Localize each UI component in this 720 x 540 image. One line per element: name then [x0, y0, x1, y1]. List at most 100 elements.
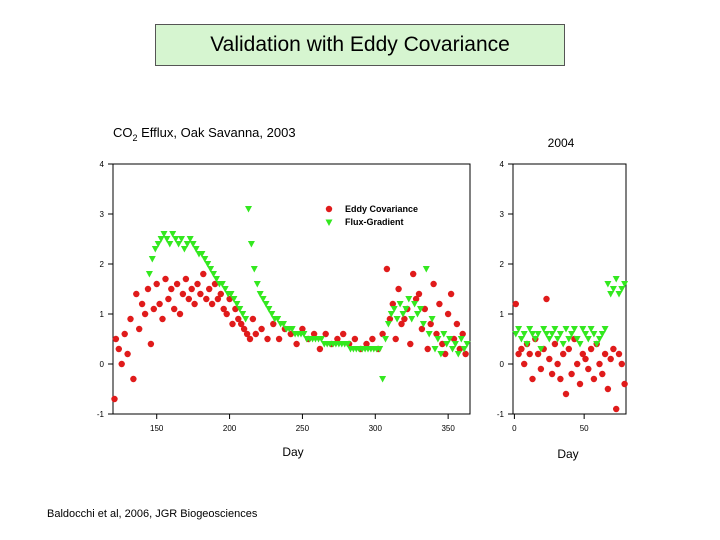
data-point-eddy — [173, 280, 181, 288]
data-point-eddy — [453, 320, 461, 328]
data-point-eddy — [340, 330, 347, 338]
data-point-flux — [579, 326, 587, 333]
data-point-flux — [154, 241, 162, 248]
data-point-flux — [268, 311, 276, 318]
plot-frame-2003 — [112, 163, 471, 415]
data-point-eddy — [613, 405, 620, 413]
data-point-eddy — [229, 320, 236, 328]
data-point-eddy — [162, 275, 169, 283]
data-point-eddy — [246, 335, 254, 343]
x-axis-label-2004: Day — [557, 447, 578, 461]
data-point-eddy — [582, 355, 589, 363]
data-point-eddy — [621, 380, 628, 388]
data-point-flux — [601, 326, 609, 333]
data-point-flux — [609, 286, 617, 293]
data-point-flux — [288, 326, 296, 333]
data-point-flux — [545, 336, 553, 343]
data-point-eddy — [115, 345, 123, 353]
y-tick-label: 0 — [500, 360, 505, 369]
data-point-flux — [431, 346, 439, 353]
data-point-eddy — [203, 295, 210, 303]
data-point-flux — [417, 306, 424, 313]
data-point-eddy — [607, 355, 614, 363]
data-point-eddy — [159, 315, 166, 323]
data-point-flux — [280, 321, 287, 328]
data-point-eddy — [392, 335, 399, 343]
chart-panel-2004: -1 0 1 2 3 4 0 50 — [497, 160, 629, 433]
data-point-flux — [604, 281, 612, 288]
data-point-eddy — [548, 370, 556, 378]
data-point-flux — [582, 331, 589, 338]
data-point-eddy — [576, 380, 584, 388]
data-point-eddy — [568, 370, 575, 378]
data-point-eddy — [565, 345, 572, 353]
data-point-flux — [396, 301, 404, 308]
y-tick-label: 2 — [100, 260, 105, 269]
data-point-flux — [520, 331, 528, 338]
data-point-flux — [568, 331, 576, 338]
data-point-eddy — [197, 290, 204, 298]
data-point-flux — [236, 306, 244, 313]
data-point-eddy — [124, 350, 131, 358]
plot-frame-2004 — [512, 163, 627, 415]
data-point-flux — [317, 336, 325, 343]
data-point-eddy — [427, 320, 434, 328]
data-point-flux — [207, 266, 215, 273]
chart-panel-2003: -1 0 1 2 3 4 150 200 250 300 350 — [97, 160, 471, 433]
data-point-eddy — [618, 360, 625, 368]
data-point-eddy — [194, 280, 201, 288]
y-tick-label: 4 — [500, 160, 505, 169]
data-point-eddy — [537, 365, 545, 373]
data-point-flux — [198, 251, 206, 258]
chart-title-2004: 2004 — [548, 136, 575, 150]
x-axis-label-2003: Day — [282, 445, 303, 459]
data-point-flux — [529, 331, 536, 338]
data-point-eddy — [156, 300, 163, 308]
data-point-flux — [253, 281, 261, 288]
data-point-flux — [402, 306, 410, 313]
data-point-eddy — [551, 340, 559, 348]
data-point-eddy — [560, 350, 567, 358]
data-point-eddy — [579, 350, 586, 358]
data-point-flux — [245, 206, 252, 213]
data-point-flux — [376, 346, 384, 353]
data-point-eddy — [179, 290, 187, 298]
data-point-eddy — [118, 360, 125, 368]
data-point-flux — [543, 331, 550, 338]
y-tick-label: 3 — [100, 210, 105, 219]
data-point-flux — [428, 316, 436, 323]
data-point-eddy — [232, 305, 239, 313]
data-point-flux — [213, 276, 220, 283]
data-point-flux — [434, 336, 442, 343]
data-point-eddy — [546, 355, 553, 363]
data-point-eddy — [316, 345, 324, 353]
data-point-flux — [201, 256, 209, 263]
data-point-flux — [422, 266, 430, 273]
y-tick-label: 1 — [100, 310, 105, 319]
data-point-flux — [175, 241, 183, 248]
data-point-flux — [559, 341, 567, 348]
data-point-eddy — [240, 325, 248, 333]
data-point-eddy — [444, 310, 452, 318]
data-point-flux — [437, 351, 445, 358]
data-point-eddy — [412, 295, 420, 303]
data-point-eddy — [462, 350, 469, 358]
x-tick-label: 150 — [150, 424, 164, 433]
data-point-flux — [457, 336, 465, 343]
citation: Baldocchi et al, 2006, JGR Biogeoscience… — [47, 508, 258, 520]
data-point-eddy — [395, 285, 402, 293]
data-point-flux — [414, 311, 421, 318]
data-point-flux — [227, 291, 235, 298]
data-point-flux — [607, 291, 615, 298]
data-point-flux — [517, 336, 525, 343]
data-point-flux — [411, 301, 419, 308]
data-point-flux — [192, 246, 200, 253]
x-tick-label: 200 — [223, 424, 237, 433]
data-point-flux — [534, 331, 542, 338]
data-point-eddy — [351, 335, 359, 343]
data-point-flux — [166, 241, 174, 248]
data-point-flux — [221, 286, 229, 293]
data-point-flux — [172, 236, 180, 243]
data-point-eddy — [433, 330, 440, 338]
data-point-flux — [618, 286, 626, 293]
